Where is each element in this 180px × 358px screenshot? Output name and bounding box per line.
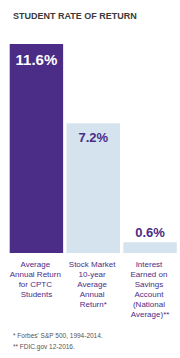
svg-text:Average: Average bbox=[20, 260, 52, 269]
svg-text:(National: (National bbox=[133, 300, 167, 309]
svg-text:Average: Average bbox=[77, 280, 109, 289]
svg-text:Students: Students bbox=[21, 290, 53, 299]
svg-text:STUDENT RATE OF RETURN: STUDENT RATE OF RETURN bbox=[13, 11, 137, 21]
svg-text:Interest: Interest bbox=[136, 260, 165, 269]
svg-text:** FDIC.gov 12-2016.: ** FDIC.gov 12-2016. bbox=[13, 343, 75, 351]
svg-text:Stock Market: Stock Market bbox=[69, 260, 118, 269]
svg-text:Return*: Return* bbox=[80, 300, 107, 309]
svg-text:* Forbes' S&P 500, 1994-2014.: * Forbes' S&P 500, 1994-2014. bbox=[13, 332, 103, 339]
svg-text:Account: Account bbox=[135, 290, 166, 299]
svg-text:Savings: Savings bbox=[135, 280, 166, 289]
svg-text:11.6%: 11.6% bbox=[16, 51, 58, 68]
svg-text:Annual Return: Annual Return bbox=[10, 270, 63, 279]
svg-text:Annual: Annual bbox=[80, 290, 107, 299]
svg-text:Average)**: Average)** bbox=[131, 310, 170, 319]
svg-text:7.2%: 7.2% bbox=[78, 130, 108, 145]
svg-text:10-year: 10-year bbox=[79, 270, 108, 279]
svg-text:for CPTC: for CPTC bbox=[19, 280, 55, 289]
svg-text:Earned on: Earned on bbox=[131, 270, 170, 279]
svg-text:0.6%: 0.6% bbox=[135, 225, 165, 240]
